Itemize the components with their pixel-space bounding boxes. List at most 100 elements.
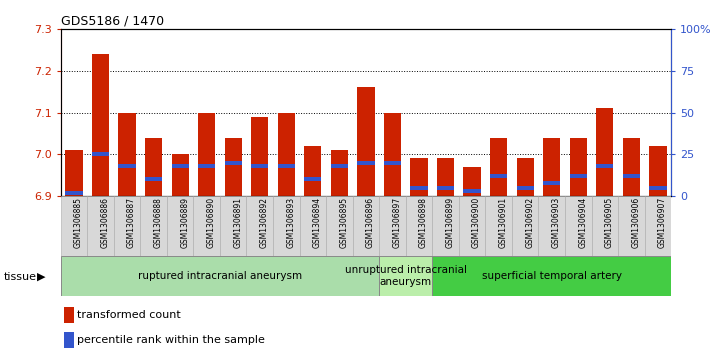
Text: GSM1306891: GSM1306891 (233, 197, 242, 248)
Bar (171, 164, 188, 168)
Bar (114, 196, 141, 256)
Bar (193, 196, 220, 256)
Bar (459, 196, 486, 256)
Bar (304, 146, 321, 196)
Text: superficial temporal artery: superficial temporal artery (482, 271, 622, 281)
Bar (331, 164, 348, 168)
Bar (432, 196, 459, 256)
Bar (326, 196, 353, 256)
Bar (411, 186, 428, 189)
Bar (463, 167, 481, 196)
Bar (516, 186, 534, 189)
Bar (251, 164, 268, 168)
Bar (167, 196, 193, 256)
Bar (353, 196, 379, 256)
Bar (278, 164, 295, 168)
Bar (273, 196, 300, 256)
Text: ▶: ▶ (37, 272, 46, 282)
Bar (357, 87, 375, 196)
Bar (119, 113, 136, 196)
Bar (543, 181, 560, 184)
Text: GSM1306907: GSM1306907 (658, 197, 667, 248)
Bar (225, 138, 242, 196)
Text: GDS5186 / 1470: GDS5186 / 1470 (61, 15, 164, 28)
Text: GSM1306889: GSM1306889 (180, 197, 189, 248)
Bar (141, 196, 167, 256)
Bar (379, 196, 406, 256)
Text: GSM1306897: GSM1306897 (393, 197, 401, 248)
Bar (591, 196, 618, 256)
Text: GSM1306886: GSM1306886 (101, 197, 109, 248)
Bar (384, 113, 401, 196)
Text: GSM1306888: GSM1306888 (154, 197, 163, 248)
Text: ruptured intracranial aneurysm: ruptured intracranial aneurysm (138, 271, 302, 281)
Bar (220, 196, 246, 256)
Text: GSM1306905: GSM1306905 (605, 197, 614, 248)
Text: GSM1306898: GSM1306898 (419, 197, 428, 248)
Bar (437, 186, 454, 189)
Bar (486, 196, 512, 256)
Text: GSM1306899: GSM1306899 (446, 197, 455, 248)
Bar (92, 54, 109, 196)
Text: unruptured intracranial
aneurysm: unruptured intracranial aneurysm (345, 265, 467, 287)
Bar (623, 138, 640, 196)
Text: GSM1306903: GSM1306903 (552, 197, 560, 248)
Text: GSM1306902: GSM1306902 (526, 197, 534, 248)
Text: GSM1306896: GSM1306896 (366, 197, 375, 248)
Text: GSM1306906: GSM1306906 (631, 197, 640, 248)
Text: GSM1306890: GSM1306890 (206, 197, 216, 248)
Text: GSM1306887: GSM1306887 (127, 197, 136, 248)
Bar (92, 152, 109, 156)
Bar (596, 108, 613, 196)
Bar (543, 138, 560, 196)
Bar (304, 178, 321, 181)
Bar (596, 164, 613, 168)
Bar (379, 256, 432, 296)
Bar (649, 186, 666, 189)
Bar (649, 146, 666, 196)
Bar (198, 164, 216, 168)
Bar (198, 113, 216, 196)
Text: percentile rank within the sample: percentile rank within the sample (77, 335, 265, 346)
Bar (384, 161, 401, 164)
Text: GSM1306901: GSM1306901 (498, 197, 508, 248)
Bar (278, 113, 295, 196)
Bar (645, 196, 671, 256)
Bar (406, 196, 432, 256)
Text: GSM1306885: GSM1306885 (74, 197, 83, 248)
Bar (490, 138, 507, 196)
Text: GSM1306893: GSM1306893 (286, 197, 296, 248)
Bar (61, 256, 379, 296)
Text: transformed count: transformed count (77, 310, 181, 320)
Bar (225, 161, 242, 164)
Bar (246, 196, 273, 256)
Bar (411, 158, 428, 196)
Text: GSM1306900: GSM1306900 (472, 197, 481, 248)
Bar (618, 196, 645, 256)
Bar (463, 189, 481, 193)
Bar (437, 158, 454, 196)
Bar (623, 174, 640, 178)
Bar (432, 256, 671, 296)
Bar (516, 158, 534, 196)
Bar (119, 164, 136, 168)
Bar (490, 174, 507, 178)
Bar (61, 196, 87, 256)
Bar (171, 154, 188, 196)
Bar (251, 117, 268, 196)
Bar (570, 138, 587, 196)
Text: GSM1306894: GSM1306894 (313, 197, 322, 248)
Bar (87, 196, 114, 256)
Bar (357, 161, 375, 164)
Bar (145, 178, 162, 181)
Bar (538, 196, 565, 256)
Bar (66, 150, 83, 196)
Bar (145, 138, 162, 196)
Bar (331, 150, 348, 196)
Bar (300, 196, 326, 256)
Text: GSM1306895: GSM1306895 (339, 197, 348, 248)
Text: GSM1306904: GSM1306904 (578, 197, 587, 248)
Bar (66, 191, 83, 195)
Bar (512, 196, 538, 256)
Text: GSM1306892: GSM1306892 (260, 197, 268, 248)
